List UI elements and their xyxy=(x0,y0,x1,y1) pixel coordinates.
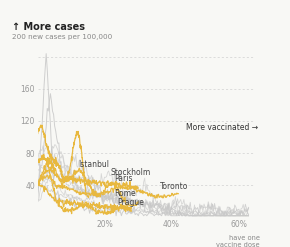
Text: Rome: Rome xyxy=(114,189,136,198)
Text: Toronto: Toronto xyxy=(160,182,188,191)
Text: 200 new cases per 100,000: 200 new cases per 100,000 xyxy=(12,34,112,40)
Text: Prague: Prague xyxy=(117,198,144,207)
Text: Paris: Paris xyxy=(114,174,133,183)
Text: More vaccinated →: More vaccinated → xyxy=(186,123,258,132)
Text: have one
vaccine dose: have one vaccine dose xyxy=(216,235,260,247)
Text: Stockholm: Stockholm xyxy=(111,168,151,177)
Text: Istanbul: Istanbul xyxy=(79,160,110,169)
Text: ↑ More cases: ↑ More cases xyxy=(12,22,85,32)
